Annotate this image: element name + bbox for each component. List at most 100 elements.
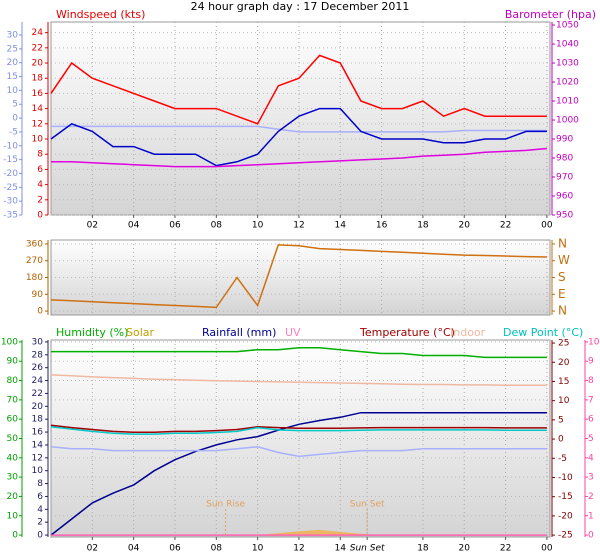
axis-title: Barometer (hpa) (505, 8, 596, 21)
y-tick-label: 22 (32, 43, 43, 53)
x-tick-label: 06 (169, 221, 181, 231)
legend-entry: Rainfall (mm) (202, 326, 276, 339)
x-tick-label: 08 (211, 221, 223, 231)
x-tick-label: 16 (376, 221, 388, 231)
y-tick-label: 950 (556, 211, 573, 221)
annotation: Sun Rise (206, 500, 245, 510)
y-tick-label: 10 (32, 466, 44, 476)
y-tick-label: 2 (588, 492, 594, 502)
y-tick-label: 4 (588, 453, 594, 463)
y-tick-label: 28 (32, 350, 44, 360)
y-tick-label: 6 (37, 492, 43, 502)
y-tick-label: 8 (37, 150, 43, 160)
x-tick-label: 22 (500, 221, 511, 231)
x-tick-label: 06 (169, 544, 181, 554)
y-tick-label: 20 (32, 402, 44, 412)
y-tick-label: 1020 (556, 78, 579, 88)
y-tick-label: 12 (32, 119, 43, 129)
series-line (51, 346, 547, 359)
plot-area (50, 239, 551, 316)
legend-entry: Dew Point (°C) (503, 326, 583, 339)
series-line (50, 411, 547, 536)
y-tick-label: 0 (588, 531, 594, 541)
y-tick-label: 10 (588, 337, 600, 347)
y-tick-label: 4 (37, 180, 43, 190)
y-tick-label: 70 (7, 395, 19, 405)
y-tick-label: 0 (12, 114, 18, 124)
y-tick-label: 40 (7, 453, 19, 463)
y-tick-label: 5 (558, 415, 564, 425)
y-tick-label: 970 (556, 173, 573, 183)
series-line (50, 446, 547, 458)
x-tick-label: 12 (293, 544, 304, 554)
annotation: Sun Set (350, 500, 385, 510)
y-tick-label: 8 (37, 479, 43, 489)
y-tick-label: 25 (7, 44, 18, 54)
area (51, 529, 547, 536)
y-tick-label: 30 (7, 473, 19, 483)
legend-entry: UV (285, 326, 301, 339)
y-tick-label: 1030 (556, 59, 579, 69)
y-tick-label: 9 (588, 357, 594, 367)
y-tick-label: 24 (32, 376, 44, 386)
x-tick-label: 14 (335, 221, 347, 231)
series-line (51, 125, 547, 133)
x-tick-label: 18 (417, 544, 429, 554)
series-line (50, 424, 547, 433)
y-tick-label: 8 (588, 376, 594, 386)
y-tick-label: 7 (588, 395, 594, 405)
y-tick-label: 270 (26, 256, 43, 266)
legend-entry: Temperature (°C) (359, 326, 455, 339)
y-tick-label: 10 (7, 86, 19, 96)
y-tick-label: 360 (26, 239, 43, 249)
x-tick-label: 22 (500, 544, 511, 554)
y-tick-label: -5 (9, 127, 18, 137)
y-tick-label: 80 (7, 376, 19, 386)
series-line (50, 54, 547, 125)
chart-title: 24 hour graph day : 17 December 2011 (191, 0, 410, 13)
x-tick-label: 20 (459, 544, 471, 554)
y-tick-label: 4 (37, 505, 43, 515)
y-tick-label: -5 (558, 454, 567, 464)
y-tick-label: -25 (3, 183, 18, 193)
y-tick-label: 24 (32, 28, 44, 38)
y-tick-label: 12 (32, 453, 43, 463)
y-tick-label: 1050 (556, 21, 579, 31)
y-tick-label: 20 (32, 59, 44, 69)
y-tick-label: 10 (32, 135, 44, 145)
y-tick-label: 30 (7, 31, 19, 41)
axis-title: Windspeed (kts) (56, 8, 145, 21)
series-line (50, 374, 547, 387)
y-tick-label: 50 (7, 434, 19, 444)
y-tick-label: 960 (556, 192, 573, 202)
plot-area (50, 339, 551, 538)
y-tick-label: 980 (556, 154, 573, 164)
y-tick-label: W (558, 253, 570, 267)
legend-entry: Humidity (%) (56, 326, 128, 339)
y-tick-label: 90 (7, 357, 19, 367)
y-tick-label: 90 (32, 290, 44, 300)
y-tick-label: 18 (32, 74, 44, 84)
y-tick-label: 100 (1, 337, 18, 347)
y-tick-label: E (558, 287, 566, 301)
y-tick-label: 0 (558, 435, 564, 445)
y-tick-label: 0 (37, 307, 43, 317)
y-tick-label: 1040 (556, 40, 579, 50)
y-tick-label: -10 (3, 141, 18, 151)
y-tick-label: 20 (558, 358, 570, 368)
y-tick-label: 1 (588, 511, 594, 521)
legend-entry: Indoor (450, 326, 486, 339)
x-tick-label: 10 (252, 221, 264, 231)
y-tick-label: 3 (588, 473, 594, 483)
y-tick-label: 10 (558, 396, 570, 406)
x-tick-label: 00 (541, 221, 553, 231)
y-tick-label: 0 (37, 211, 43, 221)
y-tick-label: 14 (32, 104, 44, 114)
x-tick-label: 04 (128, 221, 140, 231)
x-tick-label: 10 (252, 544, 264, 554)
y-tick-label: N (558, 304, 567, 318)
y-tick-label: 20 (7, 492, 19, 502)
x-tick-label: 00 (541, 544, 553, 554)
y-tick-label: 30 (32, 337, 44, 347)
